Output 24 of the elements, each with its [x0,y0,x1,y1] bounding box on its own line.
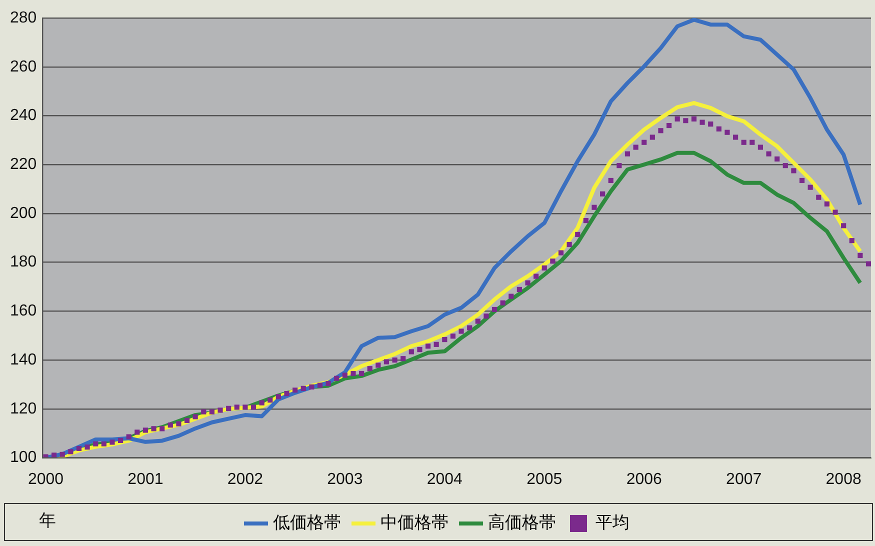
x-tick-label: 2001 [128,470,164,488]
y-tick-label: 240 [10,107,37,124]
x-tick-label: 2007 [726,470,762,488]
y-tick-label: 220 [10,156,37,174]
legend-label: 平均 [596,513,630,532]
x-tick-label: 2008 [826,470,862,488]
x-tick-label: 2002 [227,470,264,488]
x-tick-label: 2004 [426,470,463,488]
y-tick-label: 260 [10,58,37,76]
x-tick-label: 2006 [626,470,662,488]
x-tick-label: 2003 [327,470,363,488]
y-tick-label: 100 [10,449,37,466]
y-tick-label: 280 [10,9,37,26]
y-tick-label: 120 [10,400,37,418]
y-tick-label: 160 [10,302,37,320]
legend-label: 高価格帯 [488,513,556,532]
legend-label: 中価格帯 [380,513,448,532]
legend-label: 低価格帯 [273,513,341,532]
y-tick-label: 200 [10,204,37,222]
x-axis-title: 年 [39,511,56,530]
y-tick-label: 140 [10,351,37,368]
y-tick-label: 180 [10,254,37,271]
x-tick-label: 2005 [526,470,562,488]
x-tick-label: 2000 [28,470,64,488]
